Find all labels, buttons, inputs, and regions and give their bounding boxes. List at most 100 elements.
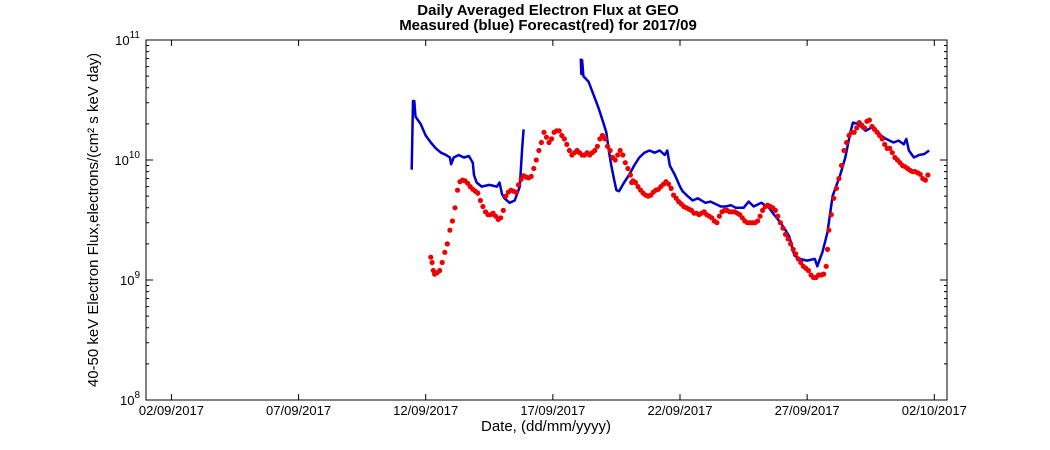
x-tick-label: 02/10/2017 [902, 403, 967, 418]
plot-area [145, 39, 948, 401]
forecast-flux-point [528, 173, 534, 179]
forecast-flux-point [480, 203, 486, 210]
forecast-flux-point [607, 147, 613, 154]
forecast-flux-point [795, 256, 801, 262]
forecast-flux-point [716, 213, 723, 219]
forecast-flux-point [602, 136, 608, 142]
forecast-flux-point [714, 220, 720, 226]
forecast-flux-point [823, 263, 829, 269]
forecast-flux-point [805, 267, 812, 274]
forecast-flux-point [635, 184, 641, 190]
forecast-flux-point [556, 128, 562, 134]
y-tick-base: 10 [120, 273, 134, 288]
forecast-flux-point [785, 236, 791, 242]
forecast-flux-point [515, 182, 522, 188]
forecast-flux-point [566, 147, 573, 154]
chart-title-line-1: Daily Averaged Electron Flux at GEO [417, 2, 679, 19]
forecast-flux-point [498, 215, 504, 221]
forecast-flux-point [428, 254, 434, 260]
forecast-flux-point [879, 136, 885, 142]
forecast-flux-point [477, 197, 483, 204]
forecast-flux-point [538, 139, 545, 146]
x-axis-label: Date, (dd/mm/yyyy) [481, 418, 611, 435]
forecast-flux-point [844, 139, 850, 146]
y-tick-label: 108 [120, 390, 140, 408]
y-tick-exponent: 11 [130, 30, 141, 41]
forecast-flux-point [757, 213, 763, 219]
y-tick-label: 109 [120, 270, 140, 288]
forecast-flux-point [831, 195, 837, 201]
forecast-flux-point [592, 147, 598, 154]
forecast-flux-point [755, 218, 761, 224]
forecast-flux-point [620, 152, 626, 158]
y-tick-label: 1010 [114, 150, 140, 168]
forecast-flux-point [882, 141, 888, 147]
forecast-flux-point [887, 145, 893, 151]
forecast-flux-point [513, 189, 519, 195]
x-tick-label: 27/09/2017 [775, 403, 840, 418]
x-tick-label: 07/09/2017 [266, 403, 331, 418]
forecast-flux-point [615, 152, 621, 158]
forecast-flux-point [437, 267, 443, 274]
y-tick-exponent: 10 [129, 150, 141, 161]
forecast-flux-point [475, 190, 481, 196]
forecast-flux-point [666, 181, 672, 187]
forecast-flux-point [775, 213, 781, 219]
forecast-flux-point [452, 205, 458, 211]
forecast-flux-point [632, 179, 639, 186]
forecast-flux-point [454, 187, 461, 193]
forecast-flux-point [798, 259, 804, 266]
forecast-flux-point [439, 259, 445, 266]
forecast-flux-point [612, 157, 618, 163]
y-axis-label: 40-50 keV Electron Flux,electrons/(cm² s… [85, 53, 102, 387]
measured-flux-line [410, 99, 525, 205]
forecast-flux-point [536, 147, 542, 154]
series-layer [410, 58, 931, 281]
forecast-flux-point [826, 227, 832, 233]
forecast-flux-point [889, 150, 895, 156]
y-tick-base: 10 [114, 153, 128, 168]
forecast-flux-point [564, 141, 570, 147]
forecast-flux-point [760, 207, 766, 213]
forecast-flux-point [782, 231, 789, 237]
y-tick-base: 10 [115, 33, 129, 48]
forecast-flux-point [790, 246, 796, 252]
forecast-flux-point [503, 193, 509, 199]
forecast-flux-point [543, 134, 550, 140]
forecast-flux-point [917, 171, 923, 177]
forecast-flux-point [838, 162, 845, 169]
chart-title-line-2: Measured (blue) Forecast(red) for 2017/0… [399, 17, 697, 34]
forecast-flux-point [622, 160, 628, 166]
forecast-flux-point [793, 251, 799, 257]
y-tick-label: 1011 [115, 30, 140, 48]
forecast-flux-point [772, 207, 779, 213]
forecast-flux-point [449, 218, 455, 224]
forecast-flux-point [833, 185, 840, 191]
forecast-flux-point [617, 147, 623, 154]
y-tick-exponent: 8 [134, 390, 140, 401]
forecast-flux-point [594, 143, 601, 149]
forecast-flux-point [780, 225, 786, 231]
x-tick-label: 22/09/2017 [647, 403, 712, 418]
forecast-flux-point [549, 136, 555, 142]
forecast-flux-point [561, 136, 567, 142]
forecast-flux-point [625, 165, 631, 172]
forecast-flux-point [788, 241, 794, 247]
forecast-flux-point [851, 129, 857, 135]
forecast-flux-point [533, 157, 539, 163]
x-axis-ticks: 02/09/2017 07/09/2017 12/09/2017 17/09/2017… [139, 40, 967, 418]
forecast-flux-point [841, 147, 847, 154]
forecast-flux-point [922, 177, 929, 183]
x-tick-label: 02/09/2017 [139, 403, 204, 418]
forecast-flux-point [866, 117, 873, 123]
forecast-flux-point [627, 172, 634, 178]
x-tick-label: 17/09/2017 [520, 403, 585, 418]
forecast-flux-point [541, 129, 547, 135]
x-tick-label: 12/09/2017 [393, 403, 458, 418]
forecast-flux-point [836, 176, 842, 182]
forecast-flux-point [854, 125, 860, 131]
forecast-flux-point [777, 220, 784, 226]
forecast-flux-point [861, 125, 868, 131]
forecast-flux-point [821, 271, 827, 277]
forecast-flux-point [500, 207, 506, 213]
